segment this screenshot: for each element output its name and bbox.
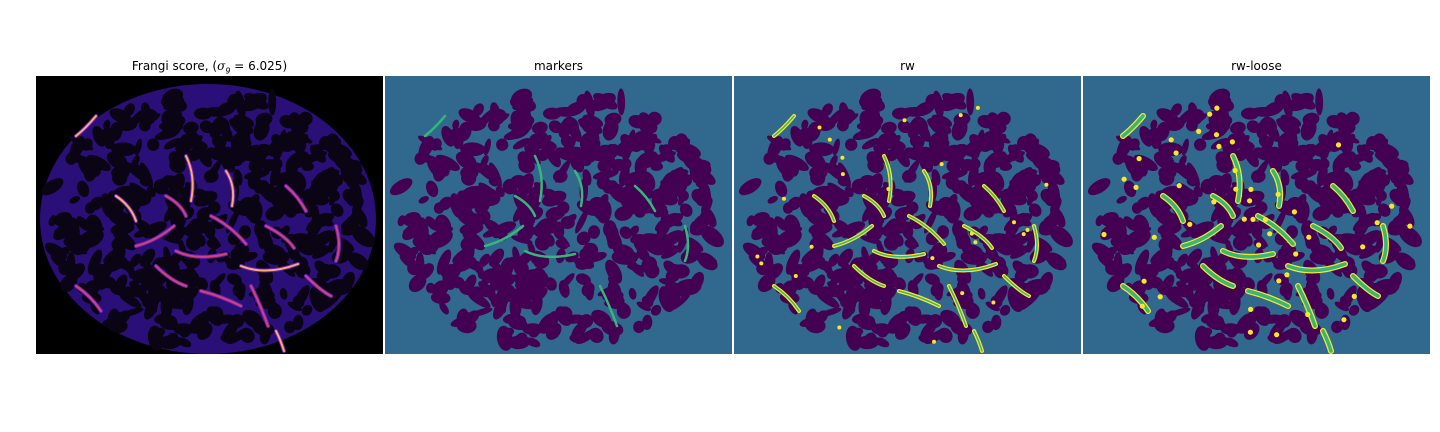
rw-loose-title: rw-loose <box>1231 59 1282 73</box>
markers-image <box>385 76 732 354</box>
rw-title: rw <box>900 59 915 73</box>
rw-loose-image <box>1083 76 1430 354</box>
frangi-image <box>36 76 383 354</box>
rw-image <box>734 76 1081 354</box>
frangi-title: Frangi score, (σ9 = 6.025) <box>131 59 288 76</box>
markers-title: markers <box>533 59 584 73</box>
